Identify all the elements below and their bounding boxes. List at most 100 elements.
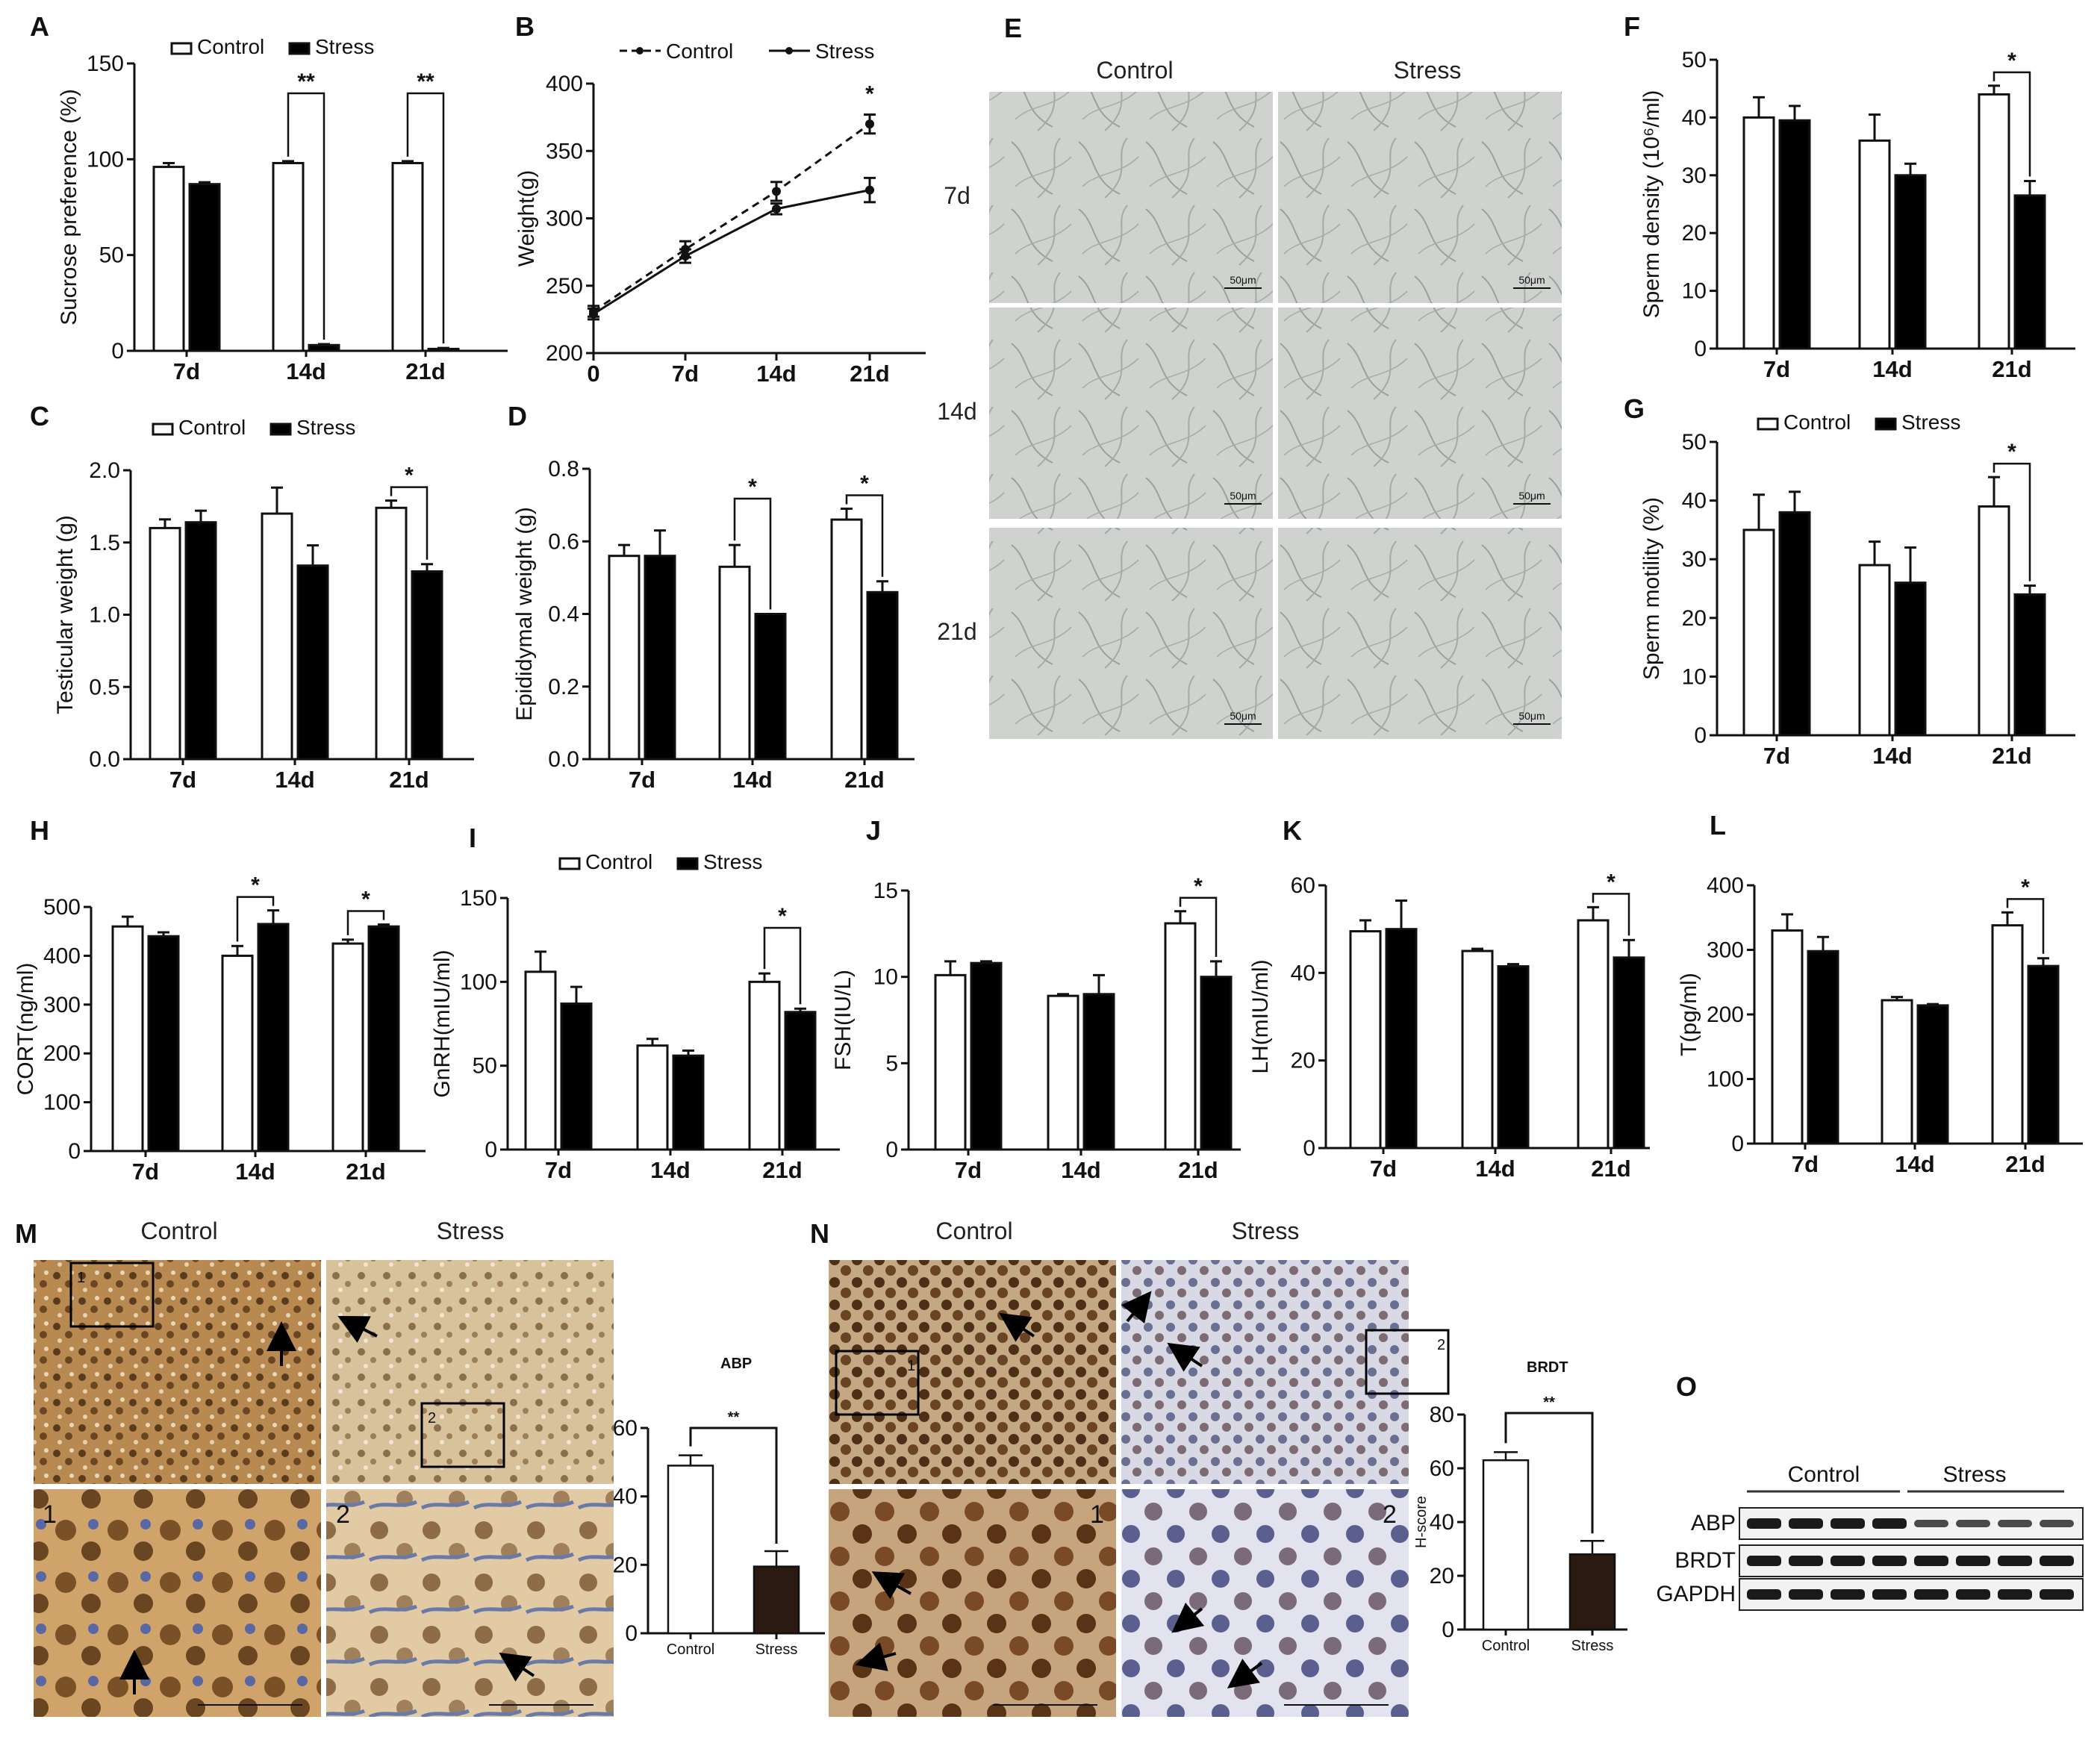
y-tick-label: 0 bbox=[111, 339, 124, 364]
y-tick-label: 20 bbox=[1430, 1564, 1454, 1588]
panel-label-j: J bbox=[866, 815, 881, 846]
bar-stress bbox=[1778, 119, 1811, 350]
column-label-stress: Stress bbox=[1232, 1217, 1300, 1244]
significance-marker: * bbox=[2021, 875, 2030, 899]
bar-stress bbox=[308, 343, 340, 352]
y-tick-label: 40 bbox=[613, 1485, 638, 1509]
scale-bar-label: 50μm bbox=[1518, 274, 1545, 286]
bar-control bbox=[934, 973, 967, 1151]
blot-band bbox=[1789, 1556, 1823, 1566]
ihc-inset-2 bbox=[326, 1489, 614, 1717]
inset-box-number: 1 bbox=[77, 1270, 85, 1286]
y-tick-label: 500 bbox=[43, 895, 81, 920]
data-point-control bbox=[772, 187, 781, 196]
row-label-14d: 14d bbox=[937, 398, 976, 425]
y-tick-label: 10 bbox=[1682, 279, 1707, 304]
bar-stress bbox=[427, 347, 460, 352]
panel-label-g: G bbox=[1624, 393, 1645, 424]
bar-control bbox=[718, 565, 751, 761]
significance-bracket bbox=[1992, 71, 2031, 177]
legend-swatch-stress bbox=[269, 422, 292, 436]
bar-stress bbox=[1385, 928, 1418, 1150]
bar-control bbox=[608, 555, 641, 761]
x-tick-label: 21d bbox=[850, 361, 889, 387]
significance-marker: * bbox=[361, 888, 370, 912]
data-point-control bbox=[865, 119, 874, 129]
bar-control bbox=[1978, 93, 2010, 350]
bar-control bbox=[1577, 919, 1610, 1150]
blot-band bbox=[1872, 1589, 1907, 1600]
ihc-inset-2 bbox=[1121, 1489, 1409, 1717]
scale-bar-label: 50μm bbox=[1230, 490, 1256, 502]
y-tick-label: 20 bbox=[613, 1553, 638, 1577]
column-label-control: Control bbox=[935, 1217, 1012, 1244]
chart-g: G 0 10 20 30 40 50 Sperm motility (%) 7d 14d 21d * C… bbox=[1624, 393, 2075, 769]
bar-control bbox=[667, 1465, 714, 1635]
sperm-micrograph bbox=[989, 528, 1273, 739]
bar-control bbox=[391, 161, 424, 352]
x-tick-label: Stress bbox=[755, 1641, 798, 1658]
column-label-control: Control bbox=[140, 1217, 217, 1244]
blot-band bbox=[2040, 1520, 2074, 1527]
y-tick-label: 0 bbox=[68, 1139, 81, 1164]
x-tick-label: 7d bbox=[173, 358, 200, 384]
y-axis-label: Sucrose preference (%) bbox=[57, 89, 81, 325]
panel-label-c: C bbox=[30, 401, 49, 431]
bar-stress bbox=[147, 935, 180, 1153]
row-label-21d: 21d bbox=[937, 618, 976, 645]
significance-bracket bbox=[346, 910, 385, 935]
bar-control bbox=[221, 954, 254, 1153]
y-tick-label: 10 bbox=[1682, 664, 1707, 689]
series-line-stress bbox=[593, 189, 870, 315]
y-axis-label: H-score bbox=[1413, 1496, 1430, 1548]
legend-label-stress: Stress bbox=[1901, 411, 1960, 434]
panel-m-ihc: M Control Stress 1 2 1 2 bbox=[15, 1217, 614, 1717]
blot-band bbox=[1747, 1556, 1781, 1566]
significance-bracket bbox=[763, 926, 802, 1005]
y-tick-label: 0.5 bbox=[89, 675, 120, 699]
chart-k: K 0 20 40 60 LH(mIU/ml) 7d 14d 21d * bbox=[1248, 815, 1650, 1182]
bar-control bbox=[1047, 994, 1079, 1151]
group-label-stress: Stress bbox=[1942, 1462, 2006, 1487]
significance-bracket bbox=[689, 1426, 778, 1544]
y-tick-label: 150 bbox=[87, 52, 124, 76]
significance-bracket bbox=[1992, 462, 2031, 581]
y-axis-label: Sperm density (10⁶/ml) bbox=[1639, 90, 1664, 319]
panel-label-e: E bbox=[1004, 13, 1022, 43]
arrow-marker bbox=[871, 1571, 912, 1600]
bar-stress bbox=[784, 1011, 817, 1151]
chart-title: ABP bbox=[720, 1356, 752, 1372]
arrow-marker bbox=[999, 1312, 1035, 1342]
y-tick-label: 0 bbox=[625, 1621, 638, 1646]
legend-swatch-control bbox=[170, 42, 193, 55]
panel-o-western-blot: O Control Stress ABP BRDT GAPDH bbox=[1656, 1371, 2084, 1611]
y-tick-label: 0 bbox=[485, 1138, 497, 1162]
chart-d: D 0.0 0.2 0.4 0.6 0.8 Epididymal weight (g) 7d 1… bbox=[508, 401, 915, 793]
inset-number-1: 1 bbox=[1090, 1500, 1104, 1529]
legend-label-control: Control bbox=[178, 416, 246, 439]
blot-band bbox=[1956, 1589, 1990, 1600]
chart-l: L 0 100 200 300 400 T(pg/ml) 7d 14d 21d * bbox=[1677, 810, 2083, 1177]
legend-marker-control bbox=[636, 47, 644, 54]
x-tick-label: 14d bbox=[1895, 1151, 1934, 1177]
panel-label-a: A bbox=[30, 11, 49, 42]
legend-label-stress: Stress bbox=[815, 40, 874, 63]
significance-bracket bbox=[1504, 1412, 1594, 1534]
legend-swatch-control bbox=[558, 857, 581, 870]
legend-label-control: Control bbox=[585, 850, 652, 873]
bar-stress bbox=[1916, 1004, 1949, 1145]
bar-stress bbox=[2027, 964, 2060, 1145]
legend-label-stress: Stress bbox=[703, 850, 762, 873]
y-tick-label: 150 bbox=[460, 886, 497, 911]
x-tick-label: 21d bbox=[389, 767, 429, 793]
y-tick-label: 200 bbox=[1707, 1002, 1744, 1027]
panel-label-f: F bbox=[1624, 11, 1640, 42]
bar-control bbox=[1881, 999, 1913, 1145]
y-axis-label: GnRH(mIU/ml) bbox=[430, 949, 455, 1097]
bar-control bbox=[1991, 924, 2024, 1145]
y-tick-label: 1.5 bbox=[89, 531, 120, 555]
significance-bracket bbox=[1592, 893, 1630, 936]
ihc-image-control bbox=[34, 1260, 321, 1484]
y-tick-label: 50 bbox=[99, 243, 124, 268]
data-point-stress bbox=[681, 252, 690, 261]
